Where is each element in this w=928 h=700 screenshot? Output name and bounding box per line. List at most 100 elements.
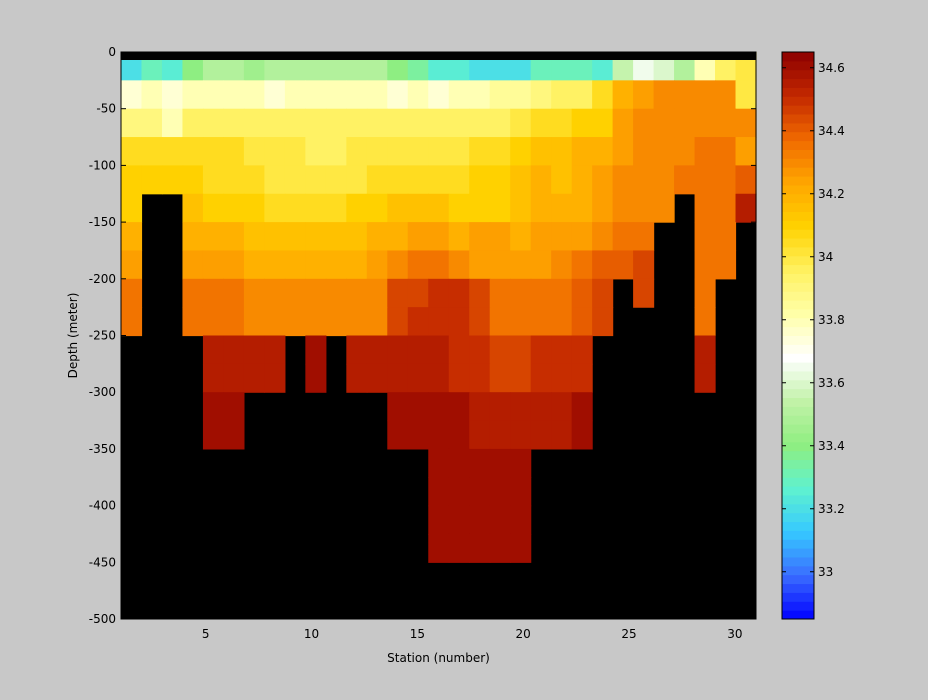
colorbar-swatch: [782, 370, 814, 381]
heatmap-cell: [387, 250, 409, 280]
heatmap-cell: [346, 278, 368, 308]
heatmap-cell: [223, 137, 245, 166]
heatmap-cell: [284, 80, 306, 110]
heatmap-cell: [715, 108, 737, 138]
heatmap-cell: [428, 278, 450, 308]
heatmap-cell: [202, 80, 225, 110]
heatmap-cell: [633, 165, 655, 195]
heatmap-cell: [121, 307, 143, 337]
heatmap-cell: [735, 80, 757, 110]
heatmap-cell: [223, 250, 245, 280]
heatmap-cell: [387, 307, 409, 337]
colorbar-swatch: [782, 229, 814, 239]
heatmap-cell: [510, 108, 532, 138]
heatmap-cell: [407, 165, 429, 195]
heatmap-cell: [407, 193, 429, 223]
heatmap-cell: [530, 363, 552, 393]
heatmap-cell: [448, 420, 470, 450]
heatmap-cell: [510, 137, 532, 166]
x-tick-label: 15: [410, 627, 425, 641]
heatmap-cell: [469, 108, 491, 138]
heatmap-cell: [264, 250, 286, 280]
heatmap-cell: [653, 108, 675, 138]
x-tick-label: 20: [516, 627, 531, 641]
heatmap-cell: [243, 108, 265, 138]
colorbar-swatch: [782, 592, 814, 602]
heatmap-cell: [121, 278, 143, 308]
colorbar-swatch: [782, 539, 814, 549]
heatmap-cell: [202, 420, 225, 450]
heatmap-cell: [366, 335, 388, 365]
colorbar-swatch: [782, 255, 814, 266]
y-tick-label: -200: [89, 272, 116, 286]
heatmap-cell: [223, 420, 245, 450]
heatmap-cell: [551, 80, 573, 110]
heatmap-cell: [346, 137, 368, 166]
heatmap-cell: [469, 505, 491, 535]
heatmap-cell: [325, 278, 347, 308]
heatmap-cell: [551, 278, 573, 308]
heatmap-cell: [448, 363, 470, 393]
heatmap-cell: [735, 165, 757, 195]
heatmap-cell: [428, 137, 450, 166]
colorbar-swatch: [782, 353, 814, 363]
heatmap-cell: [510, 505, 532, 535]
heatmap-cell: [387, 335, 409, 365]
heatmap-cell: [387, 165, 409, 195]
heatmap-cell: [489, 250, 511, 280]
heatmap-cell: [694, 222, 716, 252]
heatmap-cell: [264, 307, 286, 337]
colorbar-swatch: [782, 308, 814, 319]
heatmap-cell: [182, 137, 204, 166]
heatmap-cell: [243, 278, 265, 308]
colorbar-swatch: [782, 114, 814, 124]
heatmap-cell: [571, 165, 593, 195]
heatmap-cell: [161, 137, 184, 166]
heatmap-cell: [510, 420, 532, 450]
heatmap-cell: [161, 165, 184, 195]
colorbar-swatch: [782, 264, 814, 274]
heatmap-cell: [510, 392, 532, 422]
colorbar-swatch: [782, 158, 814, 168]
heatmap-cell: [633, 250, 655, 280]
y-tick-label: -450: [89, 555, 116, 569]
heatmap-cell: [428, 448, 450, 478]
heatmap-cell: [510, 80, 532, 110]
heatmap-cell: [121, 222, 143, 252]
colorbar-swatch: [782, 122, 814, 133]
heatmap-cell: [612, 108, 634, 138]
heatmap-cell: [264, 363, 286, 393]
heatmap-cell: [366, 80, 388, 110]
colorbar-frame: [781, 51, 815, 620]
heatmap-cell: [243, 193, 265, 223]
heatmap-cell: [448, 448, 470, 478]
heatmap-cell: [121, 108, 143, 138]
heatmap-cell: [428, 80, 450, 110]
colorbar-swatch: [782, 105, 814, 115]
heatmap-cell: [366, 108, 388, 138]
heatmap-cell: [571, 420, 593, 450]
heatmap-cell: [428, 505, 450, 535]
heatmap-cell: [510, 307, 532, 337]
heatmap-cell: [202, 278, 225, 308]
heatmap-cell: [469, 165, 491, 195]
heatmap-cell: [530, 108, 552, 138]
heatmap-cell: [346, 335, 368, 365]
heatmap-cells: [121, 52, 757, 619]
heatmap-cell: [489, 505, 511, 535]
heatmap-cell: [735, 108, 757, 138]
heatmap-cell: [325, 222, 347, 252]
heatmap-cell: [715, 80, 737, 110]
heatmap-cell: [694, 80, 716, 110]
heatmap-cell: [448, 137, 470, 166]
colorbar-swatch: [782, 424, 814, 434]
heatmap-cell: [264, 222, 286, 252]
heatmap-cell: [571, 335, 593, 365]
heatmap-cell: [182, 193, 204, 223]
heatmap-cell: [551, 420, 573, 450]
heatmap-cell: [325, 137, 347, 166]
heatmap-cell: [469, 420, 491, 450]
colorbar-swatch: [782, 494, 814, 505]
